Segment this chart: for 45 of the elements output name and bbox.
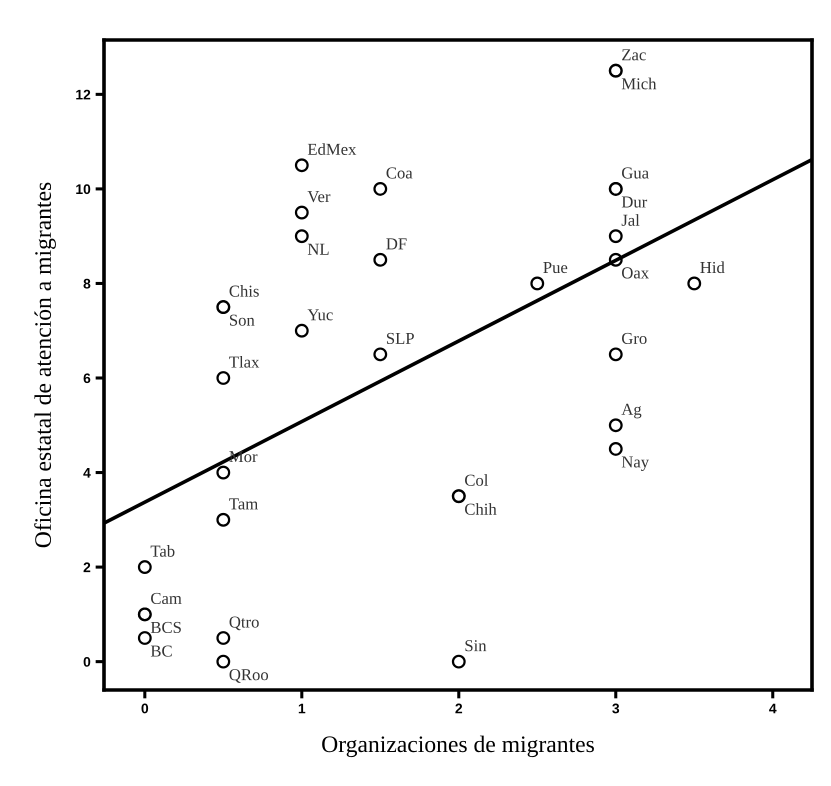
y-tick-label: 12	[76, 90, 90, 100]
annotation: Jal	[622, 214, 640, 226]
annotation: Zac	[622, 49, 646, 60]
annotation: Tlax	[229, 356, 260, 368]
annotation: Nay	[622, 456, 650, 471]
annotation: Qtro	[230, 616, 259, 630]
annotation: Ver	[308, 191, 330, 202]
y-tick-label: 10	[76, 184, 90, 194]
annotation: Mich	[622, 78, 656, 90]
annotation: QRoo	[230, 669, 268, 683]
annotation: Coa	[386, 167, 412, 179]
annotation: SLP	[386, 332, 414, 344]
annotation: Son	[230, 314, 255, 326]
annotation: Ag	[621, 404, 642, 418]
annotation: Sin	[465, 640, 486, 652]
annotation: DF	[386, 238, 407, 250]
x-tick-label: 4	[769, 704, 777, 714]
annotation: Gro	[622, 332, 647, 344]
y-tick-label: 8	[84, 278, 90, 289]
y-tick-label: 6	[84, 373, 90, 384]
x-axis-title: Organizaciones de migrantes	[322, 736, 594, 758]
annotation: Dur	[622, 196, 648, 208]
x-tick-label: 0	[142, 704, 148, 714]
annotation: Hid	[700, 261, 725, 274]
y-axis-title: Oficina estatal de atención a migrantes	[34, 182, 56, 548]
annotation: NL	[308, 244, 329, 255]
y-tick-label: 4	[83, 468, 91, 478]
y-tick-label: 0	[84, 656, 90, 667]
annotation: EdMex	[308, 143, 356, 155]
annotation: Yuc	[308, 309, 333, 320]
x-tick-label: 3	[612, 704, 620, 714]
annotation: Cam	[151, 592, 182, 604]
annotation: BCS	[150, 622, 181, 634]
annotation: BC	[150, 645, 172, 657]
annotation: Chis	[230, 285, 259, 297]
x-tick-label: 1	[298, 704, 306, 714]
y-tick-label: 2	[84, 562, 90, 572]
annotation: Oax	[622, 267, 649, 278]
annotation: Tab	[150, 545, 174, 557]
annotation: Col	[465, 474, 488, 486]
annotation: Chih	[465, 503, 497, 515]
annotation: Gua	[622, 167, 649, 179]
annotation: Pue	[543, 262, 568, 274]
x-tick-label: 2	[455, 704, 462, 714]
annotation: Tam	[229, 498, 258, 510]
